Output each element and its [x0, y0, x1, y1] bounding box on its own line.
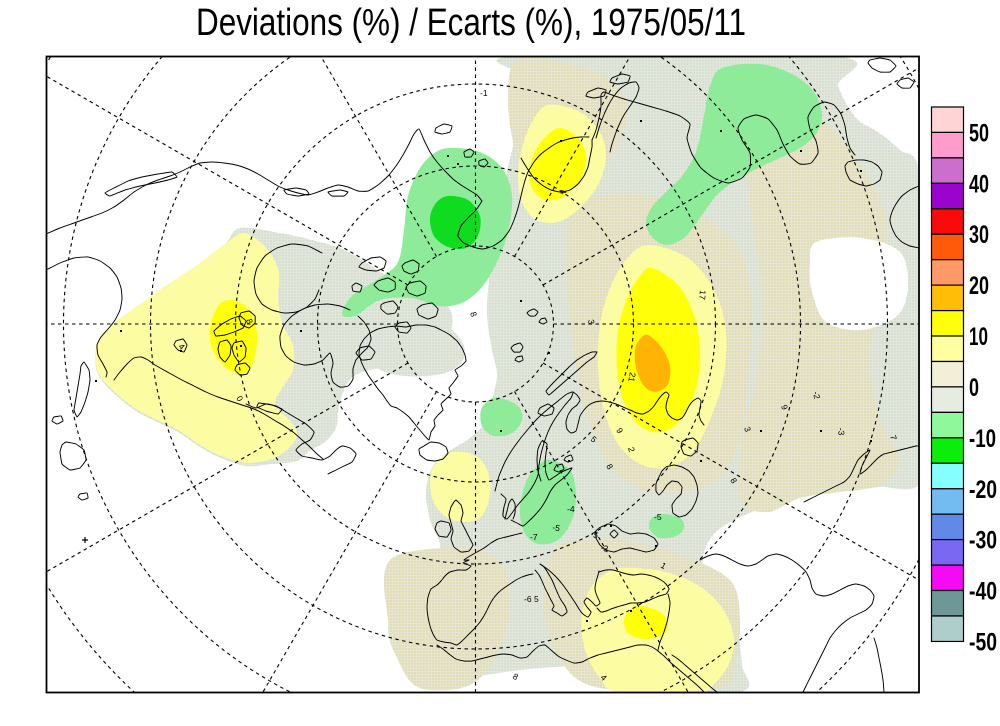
svg-text:-7: -7: [530, 532, 538, 542]
svg-text:0: 0: [234, 394, 245, 403]
svg-text:50: 50: [969, 119, 989, 147]
svg-text:5: 5: [534, 594, 539, 604]
svg-text:0: 0: [969, 374, 979, 402]
svg-text:-10: -10: [969, 425, 996, 453]
svg-text:-5: -5: [552, 522, 561, 533]
svg-text:4: 4: [558, 189, 569, 196]
svg-text:9: 9: [779, 403, 790, 411]
svg-text:8: 8: [604, 462, 615, 471]
svg-text:7: 7: [888, 434, 899, 441]
svg-text:8: 8: [728, 476, 739, 485]
svg-text:9: 9: [614, 426, 625, 435]
svg-text:4: 4: [599, 672, 610, 683]
svg-text:-3: -3: [836, 427, 847, 436]
svg-text:3: 3: [586, 319, 597, 326]
svg-text:30: 30: [969, 221, 989, 249]
svg-text:10: 10: [969, 323, 988, 351]
svg-text:-4: -4: [567, 504, 575, 514]
svg-text:20: 20: [969, 272, 989, 300]
svg-text:5: 5: [589, 434, 599, 445]
svg-text:8: 8: [511, 671, 520, 682]
svg-text:-20: -20: [969, 476, 997, 504]
svg-text:-30: -30: [969, 527, 997, 555]
svg-text:21: 21: [626, 372, 638, 383]
svg-text:8: 8: [468, 310, 479, 318]
svg-text:2: 2: [626, 446, 637, 453]
svg-text:-5: -5: [654, 512, 662, 522]
svg-text:3: 3: [742, 425, 753, 433]
svg-text:8: 8: [244, 317, 255, 325]
svg-text:-3: -3: [599, 542, 609, 554]
svg-text:40: 40: [969, 170, 989, 198]
svg-text:-6: -6: [524, 594, 532, 604]
svg-text:-1: -1: [480, 88, 488, 98]
svg-text:-2: -2: [811, 391, 822, 400]
svg-text:4: 4: [177, 341, 188, 352]
svg-text:-40: -40: [969, 578, 997, 606]
svg-text:-5: -5: [589, 528, 600, 540]
svg-text:17: 17: [697, 290, 708, 301]
svg-text:Deviations (%) / Ecarts (%), 1: Deviations (%) / Ecarts (%), 1975/05/11: [196, 2, 746, 44]
svg-text:-50: -50: [969, 628, 997, 656]
svg-text:1: 1: [659, 560, 668, 571]
